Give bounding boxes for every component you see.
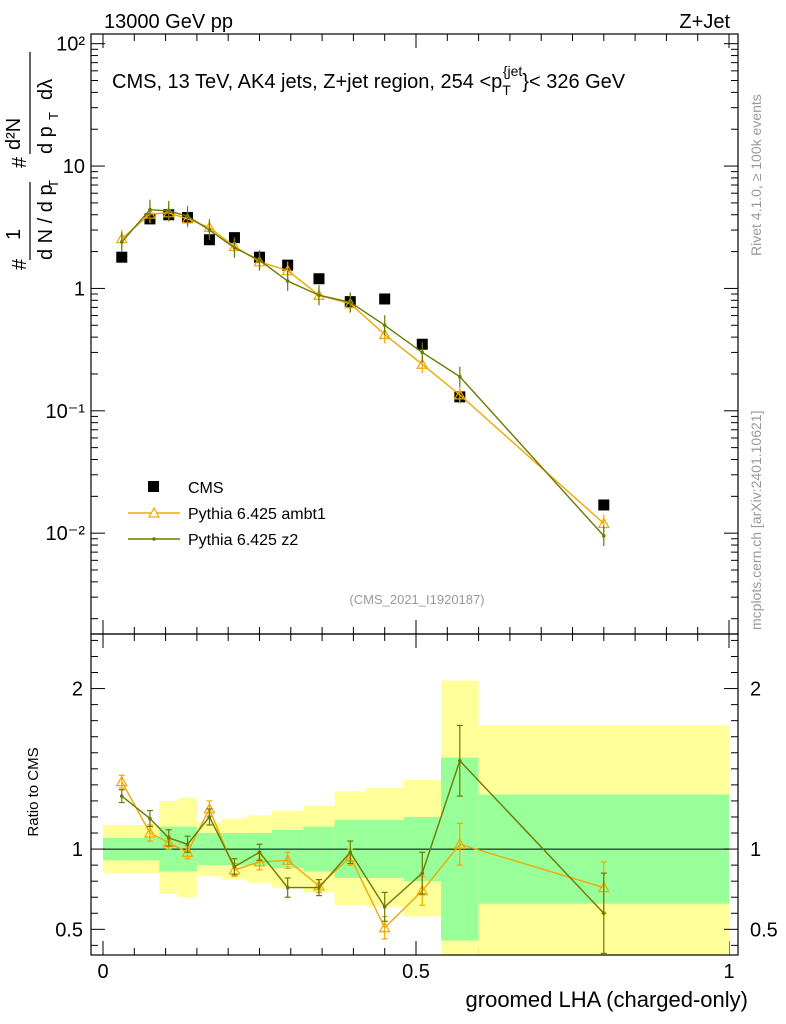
header-right: Z+Jet xyxy=(679,11,730,33)
ylabel-one: 1 xyxy=(3,229,25,240)
ratio-bands xyxy=(103,680,729,955)
ratio-z2-point xyxy=(602,911,606,916)
ambt1-point xyxy=(416,358,429,369)
ratio-y-tick-label-right: 0.5 xyxy=(750,919,778,941)
ylabel-hash2: # xyxy=(9,156,31,168)
ylabel-dlambda: dλ xyxy=(35,79,57,100)
ylabel-dpt: d p xyxy=(35,126,57,154)
z2-point xyxy=(317,293,321,298)
main-title: CMS, 13 TeV, AK4 jets, Z+jet region, 254… xyxy=(112,63,626,98)
ratio-line-dot xyxy=(121,759,605,914)
z2-point xyxy=(166,209,171,213)
z2-point xyxy=(382,323,387,328)
title-part-1: CMS, 13 TeV, AK4 jets, Z+jet region, 254… xyxy=(112,71,502,93)
legend-label: CMS xyxy=(188,480,224,497)
series-line-triangle xyxy=(121,212,605,525)
main-series xyxy=(115,199,610,546)
ratio-z2-point xyxy=(458,758,462,763)
ratio-y-tick-label: 2 xyxy=(72,679,83,701)
ambt1-point xyxy=(378,328,391,340)
watermark: (CMS_2021_I1920187) xyxy=(349,592,484,607)
legend-label: Pythia 6.425 ambt1 xyxy=(188,506,326,523)
main-y-ticks: 10⁻² 10⁻¹ 1 10 10² xyxy=(46,34,738,620)
ratio-ticks: 0.5 0.5 1 1 2 2 0 0.5 1 xyxy=(55,639,778,983)
ratio-ylabel: Ratio to CMS xyxy=(25,747,42,836)
main-panel: 10⁻² 10⁻¹ 1 10 10² CMS, 13 TeV, AK4 jets, Z+… xyxy=(46,33,739,955)
ratio-z2-point xyxy=(348,850,353,855)
cms-point xyxy=(116,251,128,263)
x-tick-label: 0 xyxy=(97,961,108,983)
ratio-ambt1-point xyxy=(253,855,266,867)
ratio-z2-point xyxy=(382,905,387,909)
ratio-z2-point xyxy=(420,871,425,875)
x-axis-label: groomed LHA (charged-only) xyxy=(466,987,748,1012)
legend-marker-cms xyxy=(148,481,159,492)
ratio-y-tick-label-right: 2 xyxy=(750,679,761,701)
ratio-ambt1-point xyxy=(416,884,429,896)
cms-point xyxy=(598,499,610,511)
z2-point xyxy=(257,258,262,263)
ambt1-point xyxy=(453,388,466,400)
ylabel-t2: T xyxy=(46,112,61,120)
series-line-dot xyxy=(121,208,605,537)
ratio-ambt1-point xyxy=(378,921,391,933)
ratio-ambt1-point xyxy=(143,826,156,838)
z2-point xyxy=(232,245,237,250)
ratio-z2-point xyxy=(119,794,124,798)
rivet-label: Rivet 4.1.0, ≥ 100k events xyxy=(748,94,764,256)
ratio-z2-point xyxy=(185,842,190,847)
mcplots-label: mcplots.cern.ch [arXiv:2401.10621] xyxy=(748,411,764,630)
ratio-ambt1-point xyxy=(453,838,466,849)
ratio-frame xyxy=(90,633,739,956)
y-tick-label: 10⁻¹ xyxy=(46,401,86,423)
legend-label: Pythia 6.425 z2 xyxy=(188,532,298,549)
cms-point xyxy=(313,273,325,285)
z2-point xyxy=(185,214,190,218)
z2-point xyxy=(148,207,152,212)
ratio-z2-point xyxy=(257,850,262,855)
z2-point xyxy=(119,240,124,244)
z2-point xyxy=(207,228,212,232)
z2-point xyxy=(602,534,606,538)
ylabel-dn: d N / d p xyxy=(35,184,57,260)
ratio-z2-point xyxy=(148,816,152,821)
header-left: 13000 GeV pp xyxy=(104,11,233,33)
cms-point xyxy=(379,293,391,305)
ylabel-d2n: d²N xyxy=(3,118,25,150)
legend-marker-ambt1 xyxy=(147,506,161,518)
x-tick-label: 1 xyxy=(723,961,734,983)
z2-point xyxy=(420,350,425,355)
z2-point xyxy=(285,279,290,283)
ratio-z2-point xyxy=(232,864,237,869)
ratio-y-tick-label-right: 1 xyxy=(750,839,761,861)
y-tick-label: 10² xyxy=(56,34,85,56)
main-ylabel: # 1 d N / d p T # d²N d p T dλ xyxy=(3,52,61,270)
ratio-z2-point xyxy=(317,885,321,890)
z2-point xyxy=(348,300,353,305)
ratio-ambt1-point xyxy=(115,775,128,787)
ratio-y-tick-label: 0.5 xyxy=(55,919,83,941)
title-sup-jet: {jet xyxy=(503,63,523,79)
y-tick-label: 10⁻² xyxy=(46,523,86,545)
legend: CMS Pythia 6.425 ambt1 Pythia 6.425 z2 xyxy=(128,480,326,549)
legend-marker-z2 xyxy=(152,537,156,541)
z2-point xyxy=(458,374,462,379)
ratio-ambt1-point xyxy=(162,836,175,848)
title-brace: }< 326 GeV xyxy=(522,71,626,93)
title-sub-t: T xyxy=(502,82,511,98)
ratio-panel: 0.5 0.5 1 1 2 2 0 0.5 1 Ratio to CMS groomed LHA… xyxy=(25,633,778,1012)
y-tick-label: 1 xyxy=(74,278,85,300)
ratio-ambt1-point xyxy=(281,854,294,865)
x-tick-label: 0.5 xyxy=(402,961,430,983)
ylabel-hash: # xyxy=(9,258,31,270)
ratio-z2-point xyxy=(166,836,171,840)
ylabel-t1: T xyxy=(46,180,61,188)
y-tick-label: 10 xyxy=(63,156,85,178)
ratio-series xyxy=(115,724,610,954)
ratio-y-tick-label: 1 xyxy=(72,839,83,861)
ratio-z2-point xyxy=(285,885,290,890)
ratio-z2-point xyxy=(207,815,212,819)
